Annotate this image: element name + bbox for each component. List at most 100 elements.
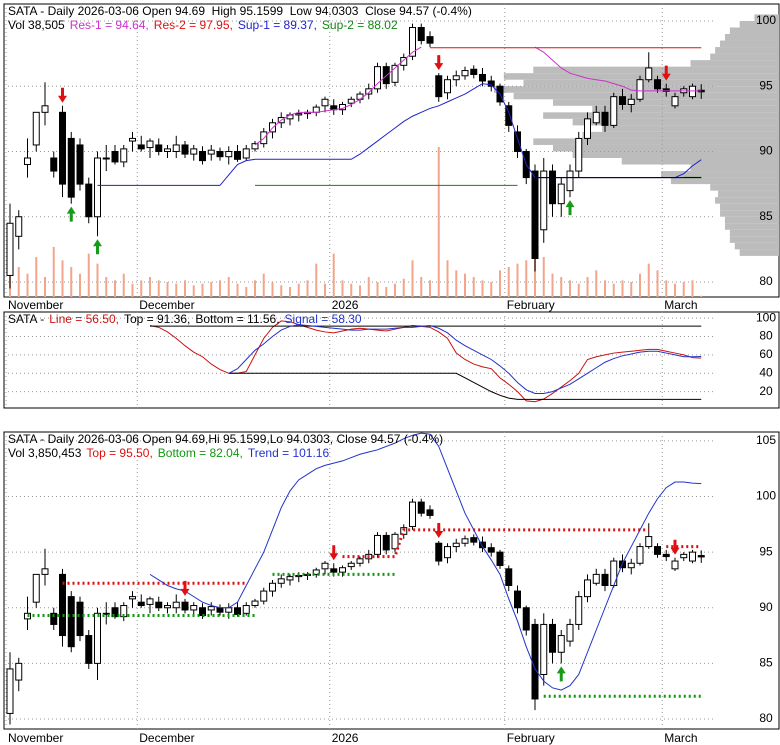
legend-entry: Trend = 101.16 — [248, 446, 330, 460]
candle-body — [680, 553, 688, 559]
volume-profile-bar — [715, 47, 779, 54]
volume-profile-bar — [710, 184, 779, 191]
volume-bar — [87, 253, 90, 297]
candle-body — [514, 131, 521, 152]
candle-body — [461, 538, 469, 544]
candle-body — [94, 157, 101, 218]
candle-body — [531, 623, 539, 700]
volume-profile-bar — [720, 203, 779, 211]
legend-entry: Top = 95.50, — [86, 446, 152, 460]
volume-bar — [236, 283, 239, 297]
candle-body — [689, 551, 696, 562]
candle-body — [356, 93, 364, 100]
candle-body — [654, 546, 661, 555]
candle-body — [164, 148, 171, 152]
candle-body — [6, 222, 14, 276]
candle-body — [172, 601, 180, 609]
volume-bar — [394, 283, 396, 297]
candle-body — [487, 80, 495, 87]
volume-bar — [630, 282, 633, 297]
volume-profile-bar — [582, 131, 779, 139]
candle-body — [470, 68, 478, 75]
sell-arrow — [434, 523, 444, 539]
candle-body — [557, 635, 565, 653]
candle-body — [689, 85, 696, 98]
volume-bar — [429, 280, 431, 297]
legend-entry: Sup-2 = 88.02 — [322, 18, 398, 32]
candle-body — [111, 150, 119, 163]
candle-body — [181, 601, 189, 611]
y-tick-label: 100 — [756, 310, 776, 324]
volume-bar — [254, 280, 256, 297]
volume-profile-bar — [690, 164, 779, 172]
buy-arrow — [556, 666, 566, 682]
x-tick-label: March — [664, 298, 697, 312]
sell-arrow — [58, 87, 67, 103]
candle-body — [452, 75, 460, 81]
candle-body — [645, 67, 653, 81]
legend-entry: Bottom = 11.56, — [195, 312, 279, 326]
candle-body — [619, 96, 626, 105]
volume-bar — [481, 280, 484, 297]
candle-body — [6, 668, 14, 714]
volume-bar — [192, 285, 195, 297]
volume-bar — [656, 270, 659, 297]
candle-body — [15, 216, 23, 237]
volume-bar — [464, 273, 466, 297]
volume-bar — [586, 277, 589, 297]
candle-body — [549, 170, 556, 205]
candle-body — [339, 567, 346, 573]
candle-body — [286, 576, 294, 581]
candle-body — [190, 605, 198, 611]
candle-body — [32, 111, 40, 146]
candle-body — [645, 536, 653, 548]
candle-body — [67, 137, 75, 198]
volume-bar — [61, 260, 64, 297]
y-tick-label: 40 — [759, 365, 773, 379]
volume-bar — [350, 283, 353, 297]
candle-body — [312, 569, 320, 575]
candle-body — [514, 590, 521, 609]
legend-entry: Vol 38,505 — [8, 18, 65, 32]
x-tick-label: 2026 — [332, 298, 359, 312]
candle-body — [610, 560, 618, 587]
indicator-line — [228, 324, 702, 394]
candle-body — [575, 596, 583, 625]
candle-body — [216, 150, 224, 158]
panel-frame — [3, 431, 780, 730]
candle-body — [225, 607, 233, 613]
volume-bar — [507, 267, 510, 297]
volume-profile-bar — [724, 34, 779, 41]
volume-profile-bar — [729, 229, 779, 237]
candle-body — [225, 150, 233, 158]
volume-bar — [166, 282, 169, 297]
volume-bar — [280, 285, 283, 297]
candle-body — [584, 118, 591, 139]
volume-profile-bar — [724, 223, 779, 230]
volume-bar — [306, 280, 309, 297]
volume-bar — [455, 270, 458, 297]
y-tick-label: 95 — [759, 78, 773, 92]
volume-profile-bar — [734, 242, 779, 250]
candle-body — [321, 562, 329, 570]
candle-body — [190, 148, 198, 155]
candle-body — [496, 551, 504, 566]
y-tick-label: 105 — [756, 433, 776, 447]
volume-bar — [700, 295, 703, 297]
indicator-line — [228, 372, 702, 400]
volume-profile-bar — [718, 190, 779, 198]
candle-body — [671, 96, 679, 107]
volume-bar — [490, 282, 493, 297]
volume-bar — [525, 260, 528, 297]
y-tick-label: 80 — [759, 711, 773, 725]
candle-body — [347, 98, 355, 104]
sell-arrow — [661, 65, 671, 81]
candle-body — [129, 596, 136, 600]
volume-bar — [297, 283, 300, 297]
candle-body — [697, 555, 705, 558]
volume-profile-bar — [729, 236, 779, 243]
candle-body — [295, 113, 303, 116]
volume-bar — [289, 287, 291, 297]
candle-body — [461, 70, 469, 77]
